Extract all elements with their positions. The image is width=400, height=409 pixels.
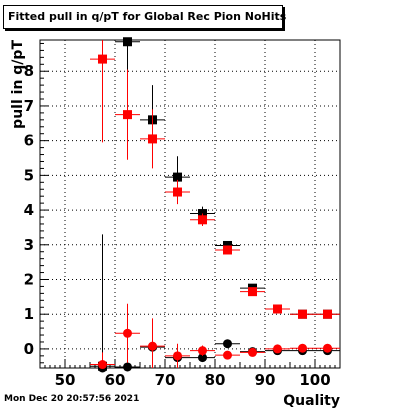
x-tick-label: 50 [55, 371, 76, 389]
square-marker [273, 304, 282, 314]
x-tick-label: 100 [299, 371, 330, 389]
square-marker [223, 245, 232, 255]
x-axis-title: Quality [283, 393, 340, 409]
series-2 [90, 40, 340, 319]
square-marker [148, 134, 157, 144]
x-tick-labels: 50 60 70 80 90 100 [55, 371, 331, 389]
y-tick-labels: 0 1 2 3 4 5 6 7 8 [24, 62, 34, 358]
circle-marker [123, 328, 132, 338]
x-tick-label: 60 [105, 371, 126, 389]
circle-marker [323, 343, 332, 353]
plot-frame [39, 39, 341, 369]
circle-marker [248, 347, 257, 357]
y-tick-label: 4 [24, 201, 34, 219]
x-tick-label: 90 [255, 371, 276, 389]
square-marker [173, 187, 182, 197]
circle-marker [198, 346, 207, 356]
y-tick-label: 3 [24, 236, 34, 254]
y-tick-label: 0 [24, 340, 34, 358]
x-tick-label: 80 [205, 371, 226, 389]
y-tick-label: 2 [24, 270, 34, 288]
square-marker [248, 287, 257, 297]
y-tick-label: 7 [24, 97, 34, 115]
circle-marker [198, 353, 207, 363]
square-marker [323, 309, 332, 319]
circle-marker [273, 344, 282, 354]
square-marker [123, 110, 132, 120]
circle-marker [98, 360, 107, 370]
circle-marker [148, 341, 157, 351]
data-points [90, 37, 340, 373]
grid [40, 40, 340, 368]
circle-marker [123, 362, 132, 372]
square-marker [173, 172, 182, 182]
circle-marker [173, 351, 182, 361]
y-tick-label: 1 [24, 305, 34, 323]
axis-ticks [39, 42, 341, 368]
y-tick-label: 5 [24, 166, 34, 184]
series-4 [90, 303, 340, 370]
square-marker [98, 54, 107, 64]
square-marker [298, 309, 307, 319]
y-axis-title: pull in q/pT [10, 40, 26, 129]
x-tick-label: 70 [155, 371, 176, 389]
circle-marker [298, 343, 307, 353]
square-marker [223, 240, 232, 250]
y-tick-label: 8 [24, 62, 34, 80]
square-marker [198, 215, 207, 225]
square-marker [123, 37, 132, 47]
y-tick-label: 6 [24, 132, 34, 150]
circle-marker [223, 350, 232, 360]
circle-marker [223, 339, 232, 349]
timestamp: Mon Dec 20 20:57:56 2021 [4, 394, 140, 404]
chart-title: Fitted pull in q/pT for Global Rec Pion … [3, 5, 286, 29]
